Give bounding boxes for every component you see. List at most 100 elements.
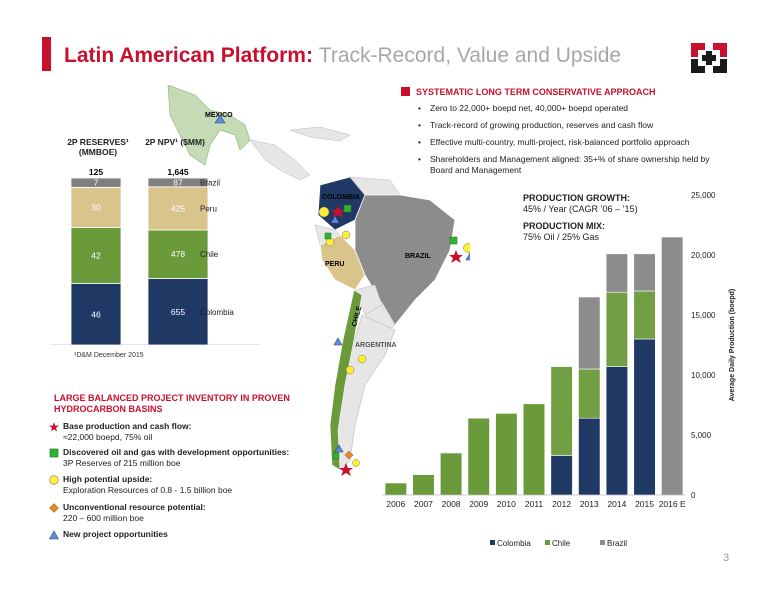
x-tick-label: 2014	[607, 499, 626, 509]
approach-bullet-square	[401, 87, 410, 96]
segment-label-brazil: Brazil	[200, 178, 220, 187]
npv-value-label: 87	[173, 177, 183, 187]
triangle-marker-brazil	[465, 252, 470, 261]
x-tick-label: 2007	[414, 499, 433, 509]
x-tick-label: 2010	[497, 499, 516, 509]
mix-value: 75% Oil / 25% Gas	[523, 232, 600, 242]
production-growth: PRODUCTION GROWTH: 45% / Year (CAGR ’06 …	[523, 193, 638, 215]
segment-label-colombia: Colombia	[200, 308, 234, 317]
inventory-label: High potential upside:	[63, 474, 153, 484]
bar-colombia-2013	[578, 417, 601, 496]
production-chart: 2006 2007 2008 2009 2010 2011 2012 2013 2014 2015…	[382, 191, 736, 548]
bar-chile-2007	[412, 474, 435, 496]
npv-heading: 2P NPV¹ ($MM)	[145, 137, 205, 147]
company-logo	[691, 43, 727, 73]
title-main: Latin American Platform:	[64, 44, 313, 67]
reserves-segment-peru	[70, 186, 122, 228]
inventory-detail: ≈22,000 boepd, 75% oil	[63, 432, 153, 442]
bar-brazil-2013	[578, 296, 601, 370]
y-axis-label: Average Daily Production (boepd)	[729, 289, 736, 402]
bar-chile-2011	[522, 403, 546, 496]
inventory-item-circle: High potential upside: Exploration Resou…	[49, 474, 232, 496]
inventory-title: LARGE BALANCED PROJECT INVENTORY IN PROV…	[54, 393, 290, 414]
square-marker-colombia	[343, 204, 352, 213]
circle-marker-magallanes	[352, 459, 360, 467]
reserves-value-label: 7	[94, 178, 99, 188]
circle-marker-brazil	[463, 243, 470, 253]
npv-segment-chile	[147, 229, 209, 279]
brazil-shape	[354, 194, 456, 326]
inventory-detail: 3P Reserves of 215 million boe	[63, 458, 181, 468]
circle-marker-peru-2	[341, 230, 351, 240]
diamond-marker-magallanes	[344, 450, 354, 460]
growth-label: PRODUCTION GROWTH:	[523, 193, 630, 203]
inventory-detail: Exploration Resources of 0.8 - 1.5 billi…	[63, 485, 233, 495]
peru-shape	[319, 234, 366, 291]
triangle-marker-argentina	[333, 337, 343, 346]
x-tick-label: 2015	[635, 499, 654, 509]
x-tick-label: 2006	[386, 499, 405, 509]
inventory-label: Base production and cash flow:	[63, 421, 192, 431]
legend-label-chile: Chile	[552, 539, 571, 548]
triangle-marker-colombia	[330, 215, 340, 224]
npv-segment-peru	[147, 186, 209, 231]
npv-value-label: 655	[171, 307, 185, 317]
x-tick-label: 2016 E	[659, 499, 686, 509]
approach-list: Zero to 22,000+ boepd net, 40,000+ boepd…	[418, 103, 718, 182]
page-title: Latin American Platform: Track-Record, V…	[64, 44, 621, 68]
triangle-marker-mexico	[214, 114, 226, 124]
star-marker-magallanes	[339, 463, 353, 476]
star-marker-brazil	[449, 250, 463, 263]
reserves-segment-colombia	[70, 283, 122, 345]
production-mix: PRODUCTION MIX: 75% Oil / 25% Gas	[523, 221, 605, 243]
npv-segment-brazil	[147, 177, 209, 188]
chile-shape	[329, 289, 363, 471]
circle-marker-argentina	[357, 354, 367, 364]
x-tick-label: 2008	[442, 499, 461, 509]
reserves-total: 125	[89, 167, 103, 177]
map-label-argentina: ARGENTINA	[355, 342, 397, 349]
bar-chile-2010	[495, 413, 518, 496]
x-tick-label: 2012	[552, 499, 571, 509]
bar-colombia-2015	[633, 338, 656, 496]
star-marker-colombia	[331, 205, 345, 218]
x-tick-label: 2011	[525, 499, 544, 509]
circle-marker-colombia	[318, 206, 330, 218]
npv-total: 1,645	[167, 167, 189, 177]
y-tick-label: 15,000	[691, 311, 716, 320]
bar-chile-2013	[578, 368, 601, 419]
map-label-colombia: COLOMBIA	[322, 194, 360, 201]
caribbean-shape	[289, 126, 351, 142]
npv-value-label: 478	[171, 249, 185, 259]
legend-swatch-chile	[545, 540, 550, 545]
bar-chile-2009	[467, 417, 490, 496]
inventory-label: Discovered oil and gas with development …	[63, 447, 290, 457]
reserves-value-label: 46	[91, 309, 101, 319]
y-tick-label: 5,000	[691, 431, 712, 440]
inventory-label: Unconventional resource potential:	[63, 502, 206, 512]
legend-label-brazil: Brazil	[607, 539, 627, 548]
reserves-value-label: 42	[91, 250, 101, 260]
square-marker-brazil	[449, 236, 458, 245]
y-tick-label: 20,000	[691, 251, 716, 260]
circle-marker-argentina-2	[345, 365, 355, 375]
y-tick-label: 25,000	[691, 191, 716, 200]
map-label-peru: PERU	[325, 261, 344, 268]
reserves-segment-brazil	[70, 177, 122, 188]
square-marker-peru	[324, 232, 332, 240]
legend-swatch-brazil	[600, 540, 605, 545]
x-tick-label: 2013	[580, 499, 599, 509]
legend-swatch-colombia	[490, 540, 495, 545]
title-accent-bar	[42, 37, 51, 71]
bar-chile-2012	[550, 366, 573, 456]
reserves-value-label: 30	[91, 202, 101, 212]
y-tick-label: 10,000	[691, 371, 716, 380]
square-marker-magallanes	[332, 452, 340, 460]
segment-label-peru: Peru	[200, 204, 217, 213]
map-label-mexico: MEXICO	[205, 112, 233, 119]
bar-colombia-2014	[605, 366, 628, 496]
x-tick-label: 2009	[469, 499, 488, 509]
approach-item: Zero to 22,000+ boepd net, 40,000+ boepd…	[418, 103, 718, 114]
approach-title: SYSTEMATIC LONG TERM CONSERVATIVE APPROA…	[416, 87, 656, 97]
legend-label-colombia: Colombia	[497, 539, 531, 548]
